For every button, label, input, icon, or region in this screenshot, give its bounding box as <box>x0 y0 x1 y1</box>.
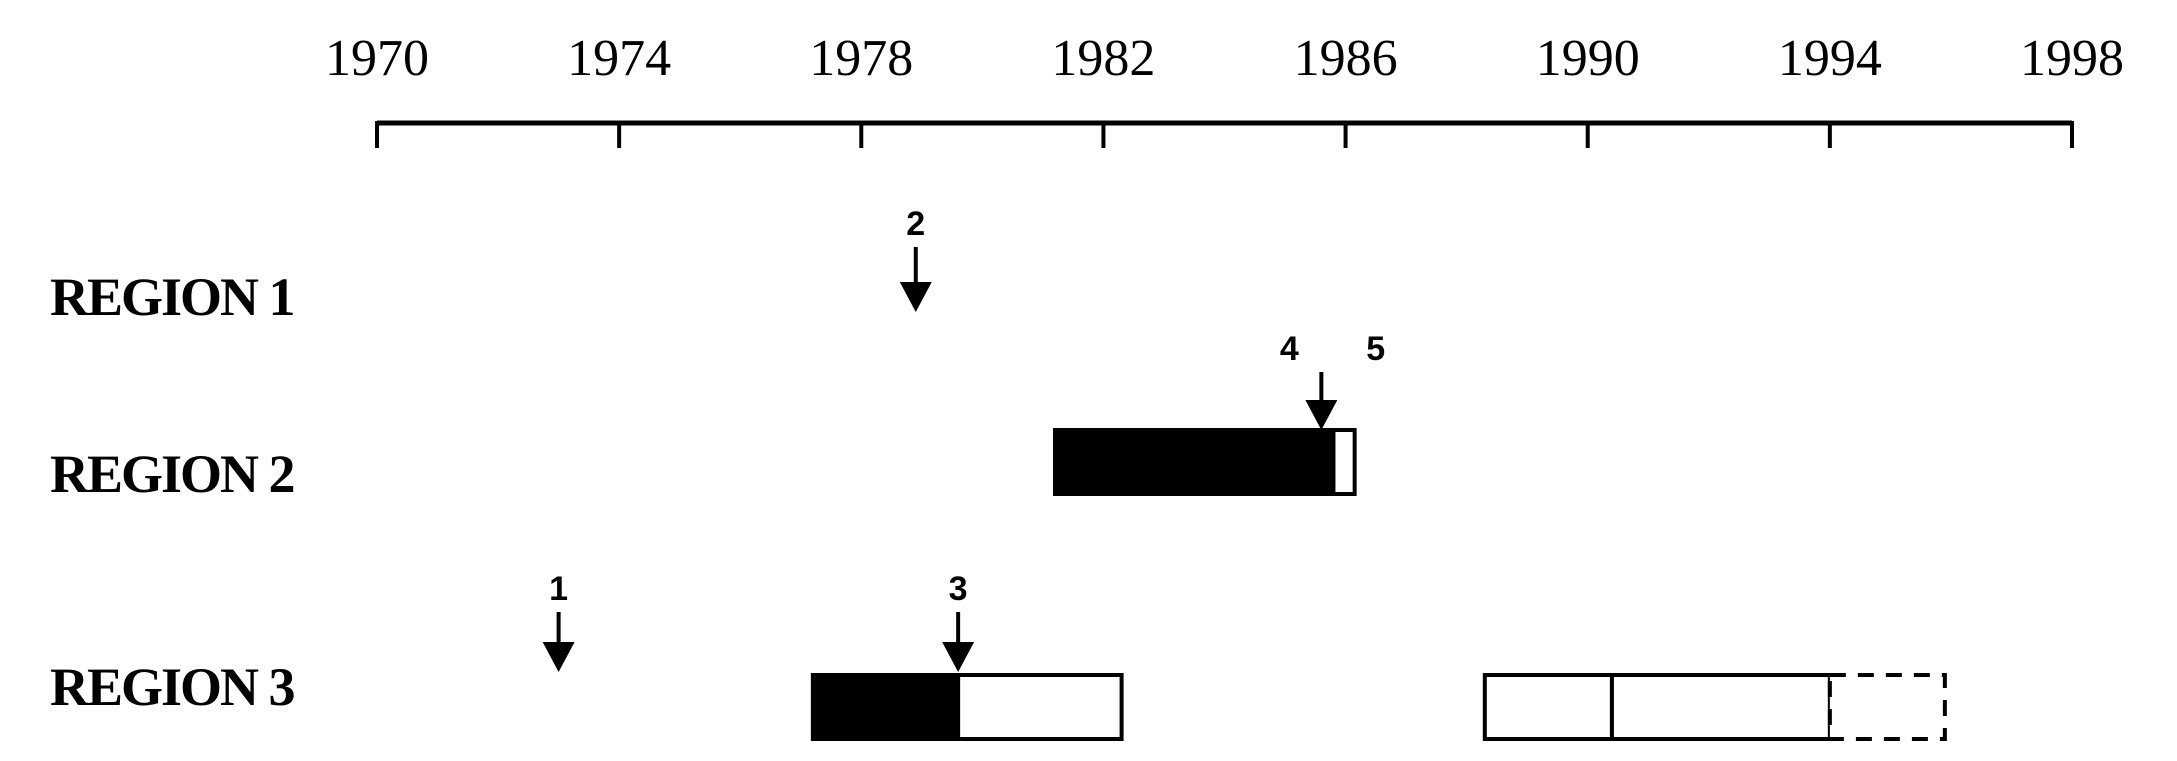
period-bar-5 <box>1482 673 1614 741</box>
period-bar-3 <box>810 673 961 741</box>
year-label-1970: 1970 <box>325 30 429 87</box>
year-label-1974: 1974 <box>567 30 671 87</box>
event-marker-label-5: 5 <box>1366 330 1385 368</box>
event-marker-1: 1 <box>542 570 575 672</box>
period-bar-1 <box>1053 428 1336 496</box>
event-marker-4: 4 <box>1280 330 1338 430</box>
period-bar-6 <box>1609 673 1832 741</box>
event-marker-label-3: 3 <box>949 570 968 608</box>
year-label-1994: 1994 <box>1778 30 1882 87</box>
period-bar-4 <box>956 673 1124 741</box>
region-label-3: REGION 3 <box>50 657 295 717</box>
year-label-1982: 1982 <box>1051 30 1155 87</box>
arrow-head-1 <box>542 642 575 672</box>
event-marker-label-4: 4 <box>1280 330 1299 368</box>
region-label-2: REGION 2 <box>50 444 294 504</box>
event-marker-label-1: 1 <box>549 570 568 608</box>
arrow-head-4 <box>1305 400 1338 430</box>
period-bars <box>810 428 1947 741</box>
year-label-1990: 1990 <box>1536 30 1640 87</box>
arrow-head-3 <box>942 642 975 672</box>
axis-ticks <box>375 121 2074 148</box>
event-marker-5: 5 <box>1366 330 1385 368</box>
year-label-1986: 1986 <box>1294 30 1398 87</box>
event-marker-3: 3 <box>942 570 975 672</box>
year-label-1978: 1978 <box>809 30 913 87</box>
event-markers: 2 4 5 1 3 <box>542 205 1385 672</box>
event-marker-label-2: 2 <box>906 205 925 243</box>
region-labels: REGION 1 REGION 2 REGION 3 <box>50 267 297 717</box>
region-label-1: REGION 1 <box>50 267 294 327</box>
period-bar-7 <box>1827 673 1947 741</box>
arrow-head-2 <box>899 282 932 312</box>
period-bar-2 <box>1331 428 1357 496</box>
year-label-1998: 1998 <box>2020 30 2124 87</box>
event-marker-2: 2 <box>899 205 932 312</box>
year-labels: 1970 1974 1978 1982 1986 1990 1994 1998 <box>325 30 2124 87</box>
